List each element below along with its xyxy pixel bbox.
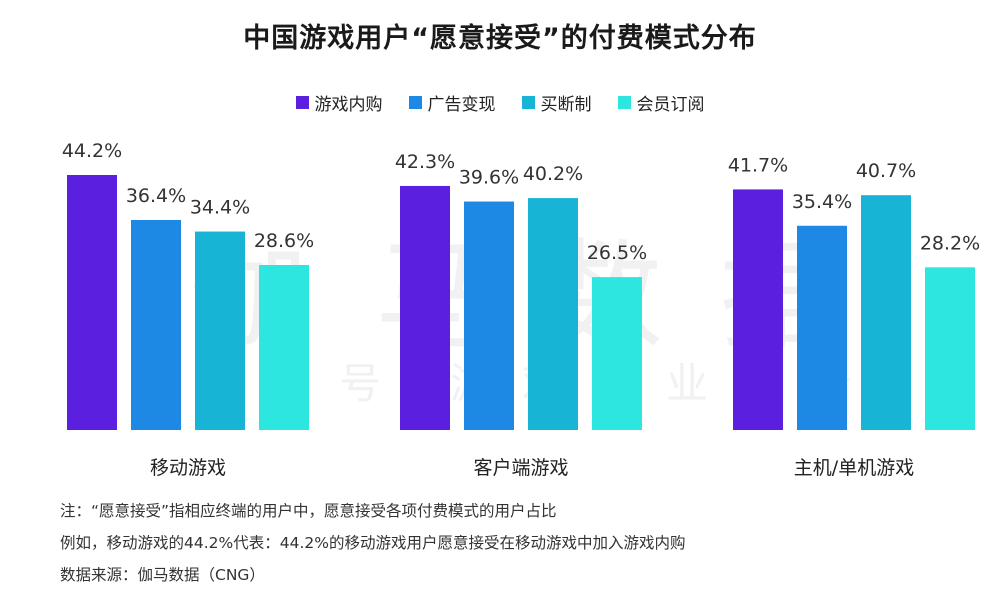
category-label: 主机/单机游戏 xyxy=(794,457,914,479)
bar xyxy=(733,189,783,430)
bar xyxy=(861,195,911,430)
legend-label: 游戏内购 xyxy=(314,95,383,115)
bar-value-label: 26.5% xyxy=(587,242,647,264)
bar xyxy=(925,267,975,430)
bar-value-label: 28.2% xyxy=(920,232,980,254)
bar xyxy=(464,201,514,430)
legend-label: 会员订阅 xyxy=(636,95,705,115)
bar xyxy=(797,225,847,430)
legend-swatch xyxy=(521,96,535,109)
bar xyxy=(67,175,117,430)
bar xyxy=(592,277,642,430)
category-label: 移动游戏 xyxy=(150,457,226,479)
note-definition: 注：“愿意接受”指相应终端的用户中，愿意接受各项付费模式的用户占比 xyxy=(60,502,557,520)
chart-title: 中国游戏用户“愿意接受”的付费模式分布 xyxy=(243,23,757,54)
bar-value-label: 40.2% xyxy=(523,163,583,185)
legend-item: 游戏内购 xyxy=(295,90,383,115)
bar-value-label: 39.6% xyxy=(459,167,519,189)
bar xyxy=(259,265,309,430)
bar xyxy=(131,220,181,430)
bar-value-label: 44.2% xyxy=(62,140,122,162)
bar-value-label: 42.3% xyxy=(395,151,455,173)
bar xyxy=(195,231,245,430)
bar-value-label: 41.7% xyxy=(728,154,788,176)
bar xyxy=(528,198,578,430)
bar xyxy=(400,185,450,430)
category-label: 客户端游戏 xyxy=(473,457,568,479)
note-source: 数据来源：伽马数据（CNG） xyxy=(60,566,265,584)
legend-label: 买断制 xyxy=(540,95,592,115)
bar-value-label: 36.4% xyxy=(126,185,186,207)
footnotes: 注：“愿意接受”指相应终端的用户中，愿意接受各项付费模式的用户占比 例如，移动游… xyxy=(60,495,685,591)
legend: 游戏内购 广告变现 买断制 会员订阅 xyxy=(0,90,1000,115)
bar-value-label: 40.7% xyxy=(856,160,916,182)
legend-item: 买断制 xyxy=(521,90,592,115)
legend-item: 会员订阅 xyxy=(617,90,705,115)
note-example: 例如，移动游戏的44.2%代表：44.2%的移动游戏用户愿意接受在移动游戏中加入… xyxy=(60,534,686,552)
legend-label: 广告变现 xyxy=(427,95,496,115)
bar-value-label: 35.4% xyxy=(792,191,852,213)
legend-item: 广告变现 xyxy=(408,90,496,115)
bar-value-label: 34.4% xyxy=(190,197,250,219)
legend-swatch xyxy=(617,96,631,109)
bar-value-label: 28.6% xyxy=(254,230,314,252)
legend-swatch xyxy=(295,96,309,109)
legend-swatch xyxy=(408,96,422,109)
